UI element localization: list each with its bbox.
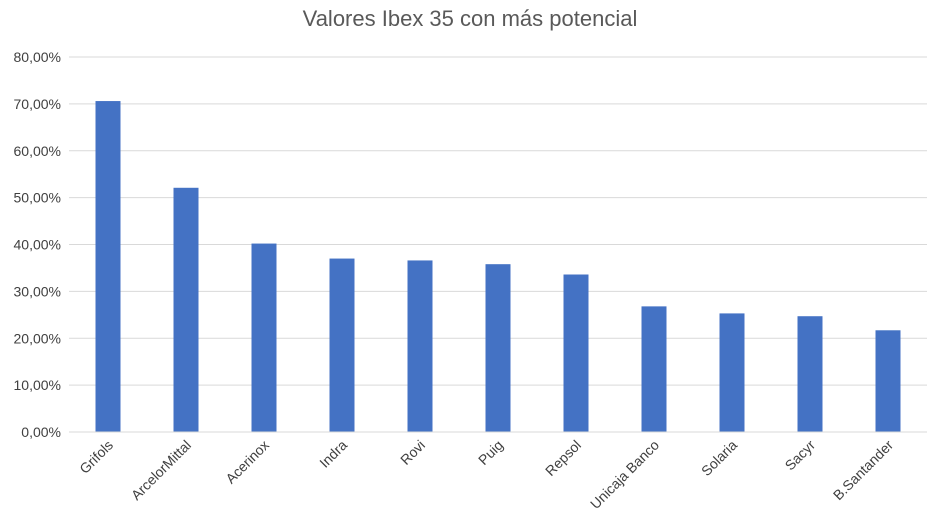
- y-tick-label: 20,00%: [14, 330, 61, 346]
- chart-title: Valores Ibex 35 con más potencial: [302, 6, 638, 31]
- bar-rovi: [407, 260, 433, 432]
- x-tick-label: Grifols: [76, 437, 116, 477]
- y-tick-label: 30,00%: [14, 283, 61, 299]
- x-tick-label: Rovi: [397, 437, 428, 468]
- x-tick-label: Solaria: [698, 437, 740, 479]
- x-tick-label: ArcelorMittal: [128, 437, 194, 503]
- bar-repsol: [563, 274, 589, 432]
- bar-arcelormittal: [173, 187, 199, 432]
- y-tick-label: 40,00%: [14, 237, 61, 253]
- bar-acerinox: [251, 243, 277, 432]
- bar-grifols: [95, 101, 121, 432]
- y-tick-label: 80,00%: [14, 49, 61, 65]
- y-tick-label: 10,00%: [14, 377, 61, 393]
- y-tick-label: 0,00%: [21, 424, 61, 440]
- bar-unicaja-banco: [641, 306, 667, 432]
- bar-b-santander: [875, 330, 901, 432]
- x-tick-label: Repsol: [542, 437, 584, 479]
- y-tick-label: 60,00%: [14, 143, 61, 159]
- x-tick-label: Indra: [316, 437, 350, 471]
- x-tick-label: Puig: [475, 437, 506, 468]
- x-tick-label: Unicaja Banco: [587, 437, 662, 512]
- y-tick-label: 50,00%: [14, 190, 61, 206]
- x-tick-label: Sacyr: [781, 437, 818, 474]
- bar-sacyr: [797, 316, 823, 432]
- bar-solaria: [719, 313, 745, 432]
- x-tick-label: B.Santander: [830, 437, 897, 504]
- bar-indra: [329, 258, 355, 432]
- y-tick-label: 70,00%: [14, 96, 61, 112]
- x-tick-label: Acerinox: [222, 437, 272, 487]
- bar-puig: [485, 264, 511, 432]
